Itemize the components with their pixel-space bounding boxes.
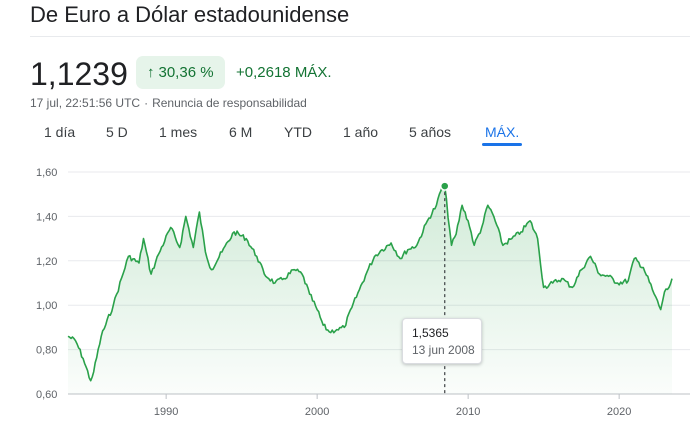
tab-5-days[interactable]: 5 D bbox=[106, 124, 128, 140]
quote-meta: 17 jul, 22:51:56 UTC · Renuncia de respons… bbox=[30, 96, 307, 110]
tab-1-year[interactable]: 1 año bbox=[343, 124, 379, 140]
tab-1-day[interactable]: 1 día bbox=[44, 124, 76, 140]
price-area-fill bbox=[68, 184, 672, 394]
y-tick-label: 0,80 bbox=[36, 345, 57, 357]
page-title: De Euro a Dólar estadounidense bbox=[30, 2, 350, 27]
y-tick-label: 1,40 bbox=[36, 211, 57, 223]
hover-point bbox=[439, 181, 450, 191]
y-tick-label: 1,20 bbox=[36, 256, 57, 268]
y-axis: 1,60 1,40 1,20 1,00 0,80 0,60 bbox=[36, 167, 57, 401]
x-axis: 1990 2000 2010 2020 bbox=[154, 394, 631, 418]
tab-6-months[interactable]: 6 M bbox=[229, 124, 253, 140]
x-tick-label: 2020 bbox=[607, 406, 631, 418]
price-line bbox=[67, 184, 673, 382]
disclaimer-link[interactable]: Renuncia de responsabilidad bbox=[152, 96, 307, 110]
change-percent-value: 30,36 % bbox=[158, 64, 214, 81]
current-price: 1,1239 bbox=[30, 56, 128, 92]
change-abs-value: +0,2618 bbox=[236, 64, 291, 81]
quote-timestamp: 17 jul, 22:51:56 UTC bbox=[30, 96, 141, 110]
tooltip-value: 1,5365 bbox=[412, 326, 449, 340]
change-period-label: MÁX. bbox=[294, 64, 332, 81]
change-abs: +0,2618 MÁX. bbox=[236, 64, 332, 81]
tooltip-date: 13 jun 2008 bbox=[412, 343, 475, 357]
x-tick-label: 2010 bbox=[456, 406, 480, 418]
y-tick-label: 0,60 bbox=[36, 389, 57, 401]
tab-ytd[interactable]: YTD bbox=[284, 124, 312, 140]
tab-max[interactable]: MÁX. bbox=[481, 124, 523, 146]
x-tick-label: 2000 bbox=[305, 406, 329, 418]
tab-1-month[interactable]: 1 mes bbox=[159, 124, 198, 140]
x-tick-label: 1990 bbox=[154, 406, 178, 418]
change-percent-badge: ↑ 30,36 % bbox=[136, 56, 225, 89]
tab-5-years[interactable]: 5 años bbox=[409, 124, 452, 140]
y-tick-label: 1,60 bbox=[36, 167, 57, 179]
y-tick-label: 1,00 bbox=[36, 300, 57, 312]
chart-tooltip: 1,5365 13 jun 2008 bbox=[402, 318, 482, 364]
meta-separator: · bbox=[144, 96, 149, 110]
arrow-up-icon: ↑ bbox=[147, 64, 155, 81]
header-divider bbox=[30, 36, 690, 37]
